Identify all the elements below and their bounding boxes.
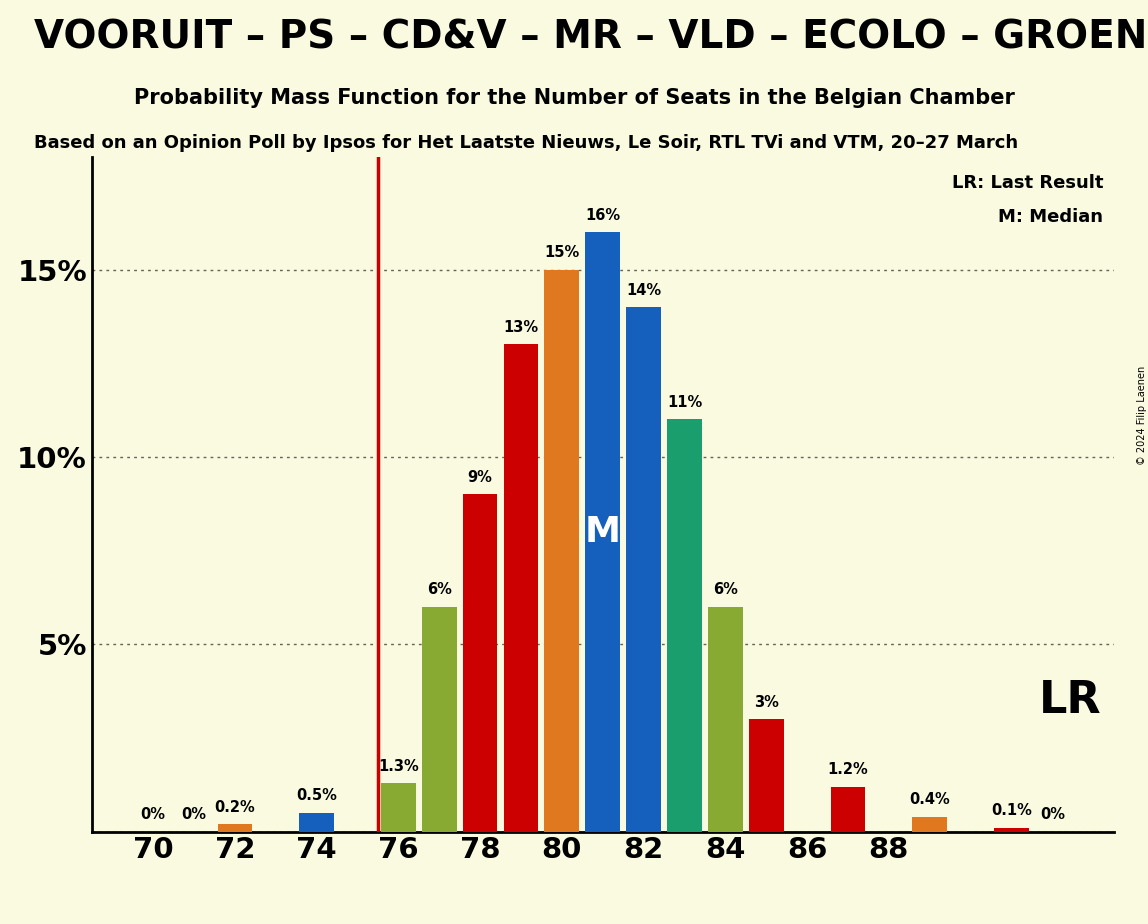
Bar bbox=[830, 786, 866, 832]
Bar bbox=[381, 783, 416, 832]
Text: 0.2%: 0.2% bbox=[215, 800, 255, 815]
Text: 15%: 15% bbox=[544, 245, 580, 261]
Text: Based on an Opinion Poll by Ipsos for Het Laatste Nieuws, Le Soir, RTL TVi and V: Based on an Opinion Poll by Ipsos for He… bbox=[34, 134, 1018, 152]
Text: 16%: 16% bbox=[585, 208, 620, 223]
Text: M: M bbox=[584, 515, 621, 549]
Text: 0.5%: 0.5% bbox=[296, 788, 338, 804]
Text: 11%: 11% bbox=[667, 395, 703, 410]
Bar bbox=[994, 828, 1029, 832]
Text: 14%: 14% bbox=[626, 283, 661, 298]
Bar bbox=[667, 419, 701, 832]
Text: 9%: 9% bbox=[467, 470, 492, 485]
Text: 1.2%: 1.2% bbox=[828, 762, 868, 777]
Text: 13%: 13% bbox=[504, 320, 538, 335]
Text: 6%: 6% bbox=[713, 582, 738, 598]
Bar bbox=[913, 817, 947, 832]
Bar bbox=[217, 824, 253, 832]
Bar bbox=[421, 607, 457, 832]
Text: 3%: 3% bbox=[754, 695, 778, 710]
Text: M: Median: M: Median bbox=[999, 208, 1103, 225]
Bar bbox=[300, 813, 334, 832]
Bar bbox=[463, 494, 497, 832]
Bar bbox=[626, 307, 661, 832]
Text: 0%: 0% bbox=[141, 808, 165, 822]
Text: VOORUIT – PS – CD&V – MR – VLD – ECOLO – GROEN: VOORUIT – PS – CD&V – MR – VLD – ECOLO –… bbox=[34, 18, 1148, 56]
Text: © 2024 Filip Laenen: © 2024 Filip Laenen bbox=[1138, 366, 1147, 466]
Bar bbox=[585, 232, 620, 832]
Text: 0%: 0% bbox=[1040, 808, 1064, 822]
Text: LR: Last Result: LR: Last Result bbox=[952, 174, 1103, 192]
Text: 0%: 0% bbox=[181, 808, 207, 822]
Bar bbox=[748, 719, 784, 832]
Text: 0.4%: 0.4% bbox=[909, 792, 951, 808]
Text: 6%: 6% bbox=[427, 582, 451, 598]
Text: Probability Mass Function for the Number of Seats in the Belgian Chamber: Probability Mass Function for the Number… bbox=[133, 88, 1015, 108]
Text: 0.1%: 0.1% bbox=[991, 804, 1032, 819]
Bar bbox=[708, 607, 743, 832]
Bar bbox=[544, 270, 580, 832]
Text: 1.3%: 1.3% bbox=[378, 759, 419, 773]
Bar bbox=[504, 345, 538, 832]
Text: LR: LR bbox=[1039, 679, 1101, 722]
